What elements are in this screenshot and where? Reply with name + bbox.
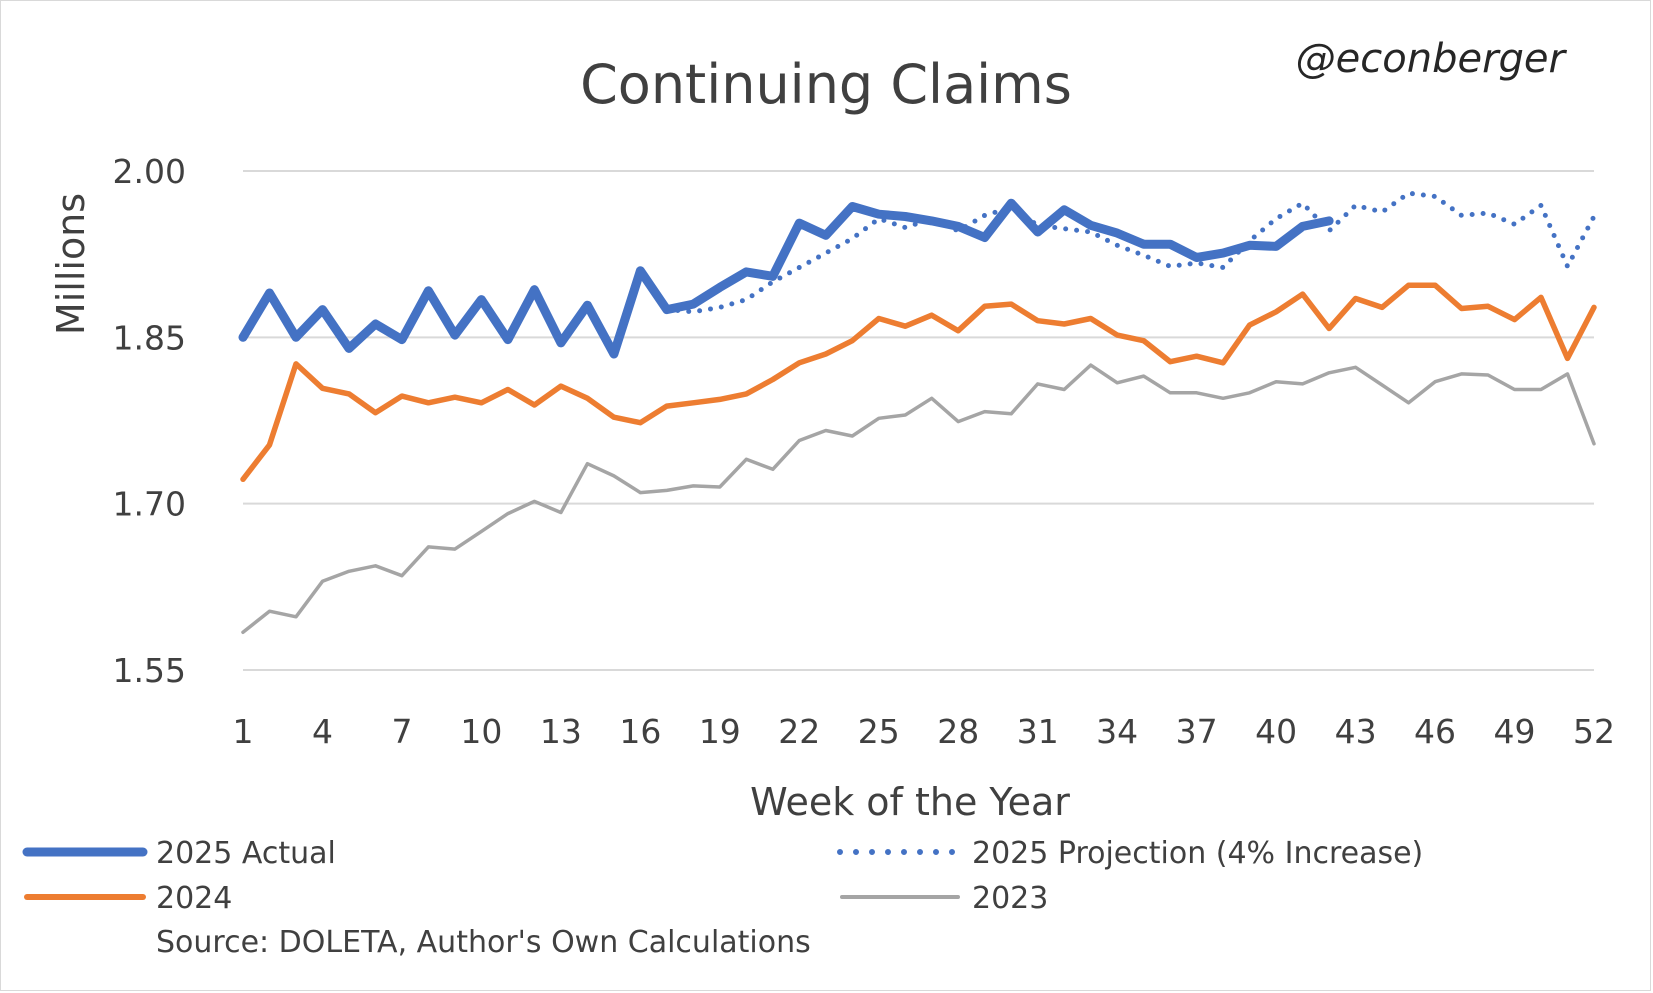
legend: 2025 Actual 2025 Projection (4% Increase… [22,836,1423,916]
y-axis-title: Millions [49,193,93,335]
x-tick-label: 13 [540,712,582,751]
author-handle: @econberger [1296,36,1568,82]
gridlines [243,170,1594,671]
x-tick-label: 37 [1176,712,1218,751]
series-line-2024 [240,282,1597,483]
x-tick-label: 40 [1255,712,1297,751]
legend-label-2024: 2024 [156,881,232,916]
y-axis-ticks: 2.00 1.85 1.70 1.55 [113,152,186,690]
series-line-2025-projection-4-increase [664,190,1597,315]
legend-label-2025-projection: 2025 Projection (4% Increase) [972,836,1423,871]
x-tick-label: 1 [233,712,254,751]
y-tick-label: 1.85 [113,318,186,357]
x-tick-label: 19 [699,712,741,751]
series-lines [238,190,1597,635]
x-tick-label: 28 [937,712,979,751]
series-line-2023 [241,363,1596,635]
x-axis-ticks: 1 4 7 10 13 16 19 22 25 28 31 34 37 40 43 46 49 52 [233,712,1616,751]
x-tick-label: 46 [1414,712,1456,751]
y-tick-label: 1.55 [113,651,186,690]
x-tick-label: 34 [1096,712,1138,751]
chart-title: Continuing Claims [580,53,1072,116]
x-tick-label: 52 [1573,712,1615,751]
x-axis-title: Week of the Year [750,780,1070,824]
x-tick-label: 4 [312,712,333,751]
x-tick-label: 16 [619,712,661,751]
x-tick-label: 22 [778,712,820,751]
x-tick-label: 31 [1017,712,1059,751]
x-tick-label: 43 [1335,712,1377,751]
x-tick-label: 49 [1494,712,1536,751]
legend-label-2023: 2023 [972,881,1048,916]
x-tick-label: 7 [391,712,412,751]
x-tick-label: 10 [460,712,502,751]
y-tick-label: 1.70 [113,485,186,524]
series-line-2025-actual [238,198,1334,359]
legend-label-2025-actual: 2025 Actual [156,836,336,871]
source-note: Source: DOLETA, Author's Own Calculation… [156,925,811,960]
y-tick-label: 2.00 [113,152,186,191]
x-tick-label: 25 [858,712,900,751]
